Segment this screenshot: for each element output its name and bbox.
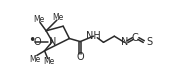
Text: Me: Me [33, 15, 44, 24]
Text: Me: Me [29, 55, 40, 64]
Text: C: C [132, 33, 139, 43]
Text: •: • [29, 34, 36, 47]
Text: O: O [34, 37, 41, 47]
Text: O: O [76, 52, 84, 62]
Text: S: S [146, 37, 152, 47]
Text: NH: NH [86, 31, 101, 41]
Text: N: N [49, 37, 56, 47]
Text: Me: Me [52, 13, 63, 22]
Text: Me: Me [43, 57, 54, 66]
Text: N: N [121, 37, 128, 47]
